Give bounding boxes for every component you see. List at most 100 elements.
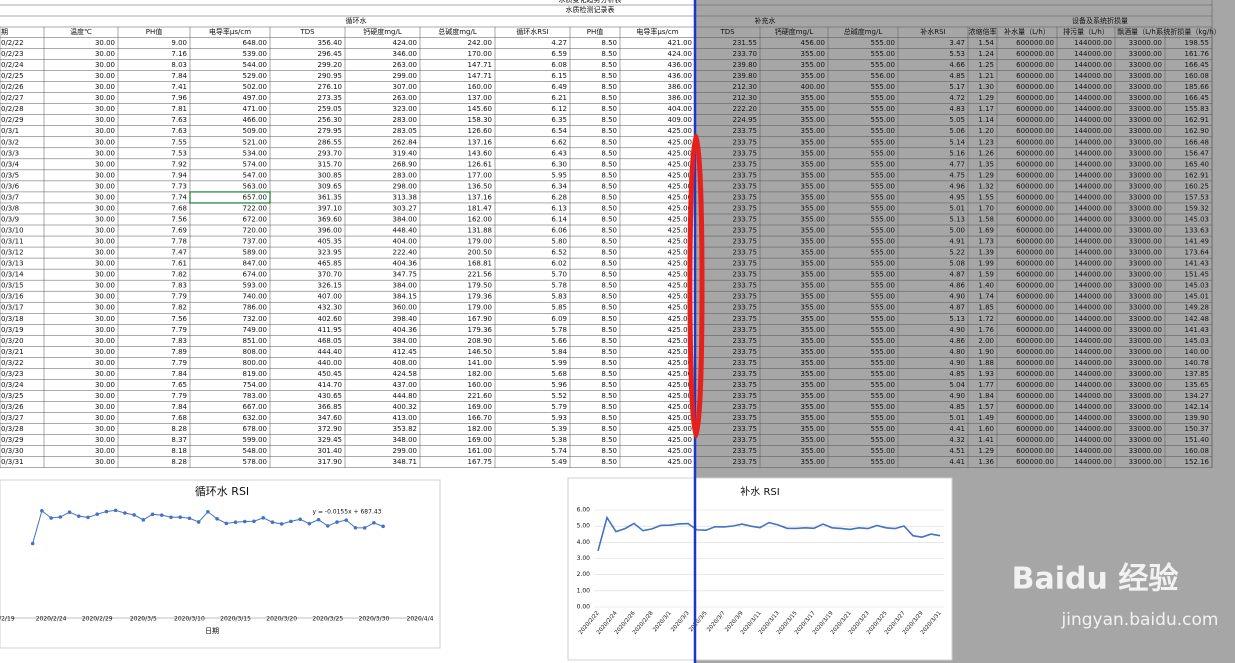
column-header: 补水量（L/h） (1004, 27, 1050, 36)
cell: 0/2/25 (1, 72, 24, 80)
cell: 145.03 (1185, 337, 1210, 345)
cell: 144000.00 (1074, 447, 1112, 455)
cell: 4.86 (949, 282, 965, 290)
cell: 404.00 (393, 238, 418, 246)
cell: 4.51 (949, 447, 965, 455)
cell: 144000.00 (1074, 171, 1112, 179)
cell: 5.13 (949, 215, 965, 223)
cell: 33000.00 (1129, 182, 1162, 190)
cell: 6.49 (551, 83, 567, 91)
cell: 4.41 (949, 425, 965, 433)
cell: 5.16 (949, 149, 965, 157)
cell: 1.32 (978, 182, 994, 190)
cell: 133.63 (1185, 227, 1210, 235)
cell: 0/3/3 (1, 149, 19, 157)
cell: 33000.00 (1129, 304, 1162, 312)
data-point (252, 519, 256, 524)
cell: 30.00 (95, 359, 115, 367)
cell: 448.40 (393, 227, 418, 235)
cell: 233.75 (733, 414, 758, 422)
data-point (169, 515, 173, 520)
cell: 355.00 (801, 271, 826, 279)
cell: 7.82 (171, 271, 187, 279)
cell: 170.00 (468, 50, 493, 58)
cell: 256.30 (318, 116, 343, 124)
cell: 0/2/27 (1, 94, 24, 102)
data-point (215, 517, 219, 521)
data-point (150, 512, 155, 517)
cell: 0/2/29 (1, 116, 24, 124)
cell: 437.00 (393, 381, 418, 389)
cell: 233.75 (733, 193, 758, 201)
cell: 1.74 (978, 293, 994, 301)
cell: 319.40 (393, 149, 418, 157)
cell: 144000.00 (1074, 138, 1112, 146)
cell: 33000.00 (1129, 127, 1162, 135)
cell: 5.96 (551, 381, 567, 389)
cell: 144000.00 (1074, 204, 1112, 212)
cell: 556.00 (871, 72, 896, 80)
cell: 355.00 (801, 315, 826, 323)
data-point (344, 518, 349, 522)
cell: 425.00 (668, 458, 693, 466)
cell: 547.00 (243, 171, 268, 179)
cell: 145.03 (1185, 215, 1210, 223)
cell: 144000.00 (1074, 72, 1112, 80)
cell: 555.00 (871, 337, 896, 345)
cell: 356.40 (318, 39, 343, 47)
data-point (381, 524, 385, 529)
cell: 144000.00 (1074, 304, 1112, 312)
cell: 5.79 (551, 403, 567, 411)
cell: 33000.00 (1129, 326, 1162, 334)
cell: 7.79 (171, 326, 187, 334)
cell: 144000.00 (1074, 282, 1112, 290)
cell: 600000.00 (1016, 116, 1054, 124)
cell: 754.00 (243, 381, 268, 389)
cell: 7.74 (171, 193, 187, 201)
cell: 5.84 (551, 348, 567, 356)
cell: 353.82 (393, 425, 418, 433)
cell: 600000.00 (1016, 215, 1054, 223)
section-header: 循环水 (346, 16, 367, 25)
cell: 162.91 (1185, 116, 1210, 124)
cell: 144000.00 (1074, 392, 1112, 400)
cell: 355.00 (801, 392, 826, 400)
cell: 33000.00 (1129, 425, 1162, 433)
cell: 147.71 (468, 72, 493, 80)
cell: 140.78 (1185, 359, 1210, 367)
cell: 233.75 (733, 249, 758, 257)
cell: 222.20 (733, 105, 758, 113)
cell: 5.74 (551, 447, 567, 455)
cell: 0/3/11 (1, 238, 24, 246)
cell: 8.50 (601, 83, 617, 91)
cell: 224.95 (733, 116, 758, 124)
cell: 600000.00 (1016, 315, 1054, 323)
cell: 674.00 (243, 271, 268, 279)
cell: 355.00 (801, 204, 826, 212)
data-point (95, 512, 100, 516)
cell: 593.00 (243, 282, 268, 290)
cell: 30.00 (95, 83, 115, 91)
cell: 142.48 (1185, 315, 1210, 323)
cell: 425.00 (668, 370, 693, 378)
cell: 425.00 (668, 403, 693, 411)
cell: 600000.00 (1016, 282, 1054, 290)
cell: 7.69 (171, 227, 187, 235)
cell: 166.70 (468, 414, 493, 422)
cell: 555.00 (871, 282, 896, 290)
cell: 555.00 (871, 94, 896, 102)
column-header: 钙硬度mg/L (363, 27, 402, 36)
data-point (362, 526, 367, 530)
cell: 5.01 (949, 414, 965, 422)
cell: 33000.00 (1129, 370, 1162, 378)
cell: 144000.00 (1074, 425, 1112, 433)
cell: 5.52 (551, 392, 567, 400)
cell: 33000.00 (1129, 160, 1162, 168)
cell: 600000.00 (1016, 39, 1054, 47)
cell: 169.00 (468, 403, 493, 411)
cell: 425.00 (668, 359, 693, 367)
data-point (40, 508, 44, 513)
cell: 425.00 (668, 138, 693, 146)
cell: 1.35 (978, 160, 994, 168)
cell: 425.00 (668, 238, 693, 246)
